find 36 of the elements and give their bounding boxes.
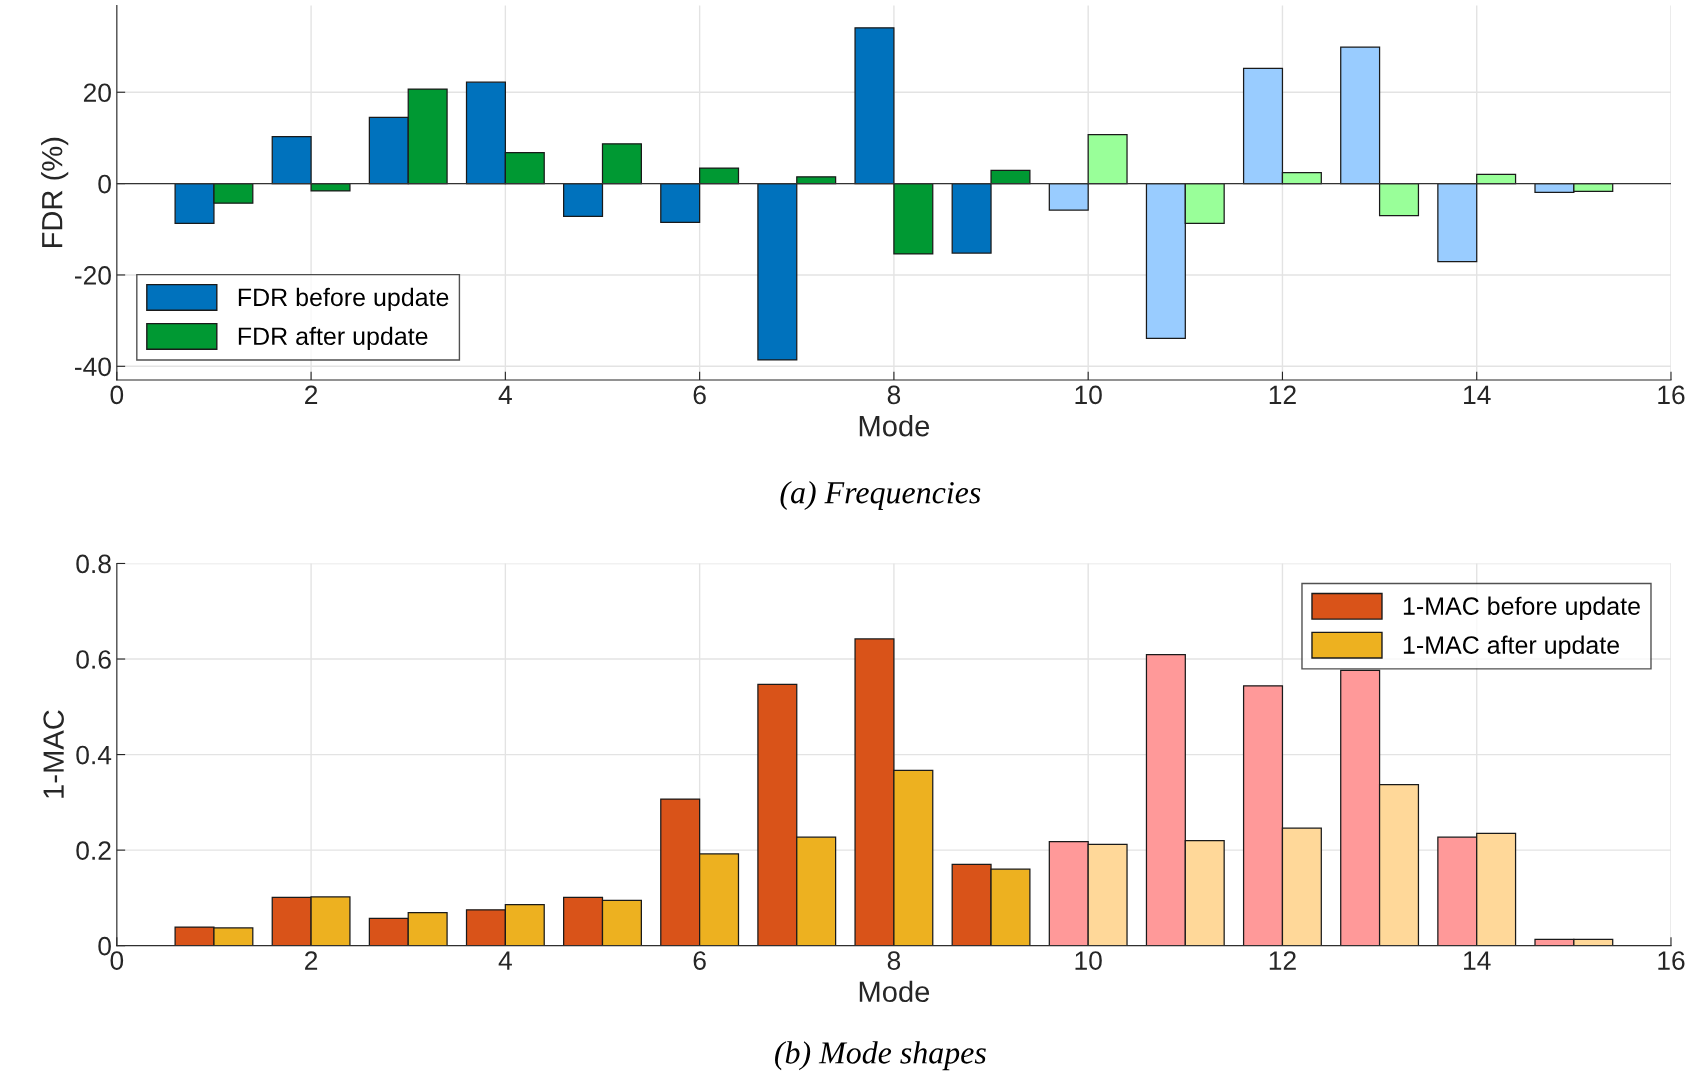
x-tick-label: 8 <box>887 951 901 970</box>
y-tick-label: -40 <box>74 357 111 377</box>
text: (a) Frequencies <box>780 480 981 510</box>
x-tick-label: 4 <box>498 951 512 970</box>
y-axis-title: FDR (%) <box>41 137 69 248</box>
x-tick-label: 14 <box>1464 385 1491 404</box>
legend-label: FDR before update <box>238 287 449 312</box>
y-tick-label: 0.8 <box>76 554 111 574</box>
x-tick-label: 8 <box>887 385 901 405</box>
y-tick-label: 0.2 <box>76 841 111 860</box>
y-tick-label: 0 <box>98 936 111 956</box>
legend-label: FDR after update <box>238 326 428 351</box>
y-tick-label: 0 <box>98 174 111 194</box>
x-tick-label: 6 <box>693 951 706 970</box>
legend-label: 1-MAC before update <box>1403 596 1640 620</box>
y-tick-label: 0.4 <box>76 745 112 765</box>
y-tick-label: -20 <box>74 266 111 285</box>
x-tick-label: 2 <box>305 385 318 404</box>
y-tick-label: 0.6 <box>76 650 111 669</box>
y-tick-label: 20 <box>83 83 111 103</box>
x-tick-label: 14 <box>1464 951 1491 970</box>
x-tick-label: 16 <box>1658 951 1685 970</box>
x-tick-label: 4 <box>498 385 512 404</box>
x-tick-label: 12 <box>1269 951 1296 970</box>
y-axis-title: 1-MAC <box>43 710 64 798</box>
x-axis-title: Mode <box>859 415 930 437</box>
x-tick-label: 6 <box>693 385 706 405</box>
text: (b) Mode shapes <box>775 1041 986 1071</box>
legend-label: 1-MAC after update <box>1403 635 1620 659</box>
x-tick-label: 10 <box>1075 951 1102 970</box>
x-tick-label: 16 <box>1658 385 1685 405</box>
x-axis-title: Mode <box>859 980 930 1003</box>
x-tick-label: 12 <box>1269 385 1296 404</box>
x-tick-label: 2 <box>305 951 318 970</box>
x-tick-label: 10 <box>1075 385 1102 405</box>
x-tick-label: 0 <box>110 951 124 970</box>
